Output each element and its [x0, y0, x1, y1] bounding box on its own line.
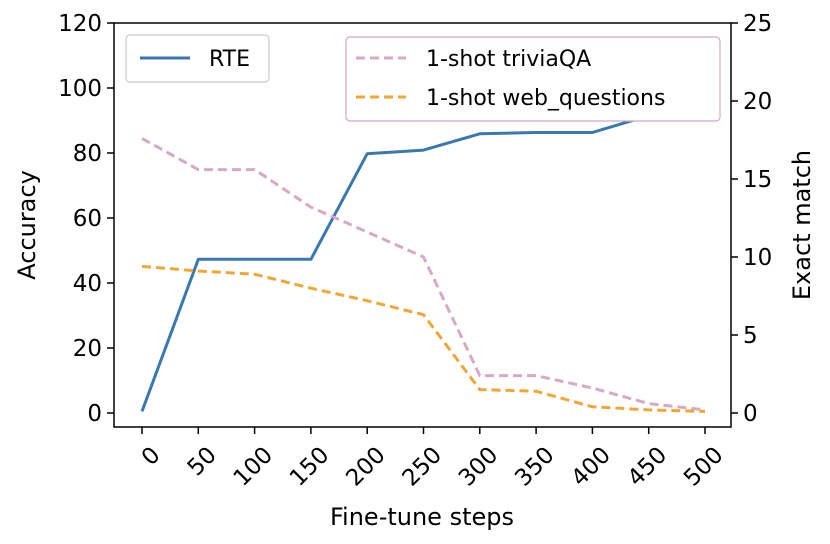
x-tick-label: 500	[679, 442, 728, 491]
legend-left: RTE	[125, 34, 270, 83]
x-tick-label: 0	[137, 442, 166, 471]
legend-label-triviaqa: 1-shot triviaQA	[426, 47, 591, 72]
y-axis-left-label: Accuracy	[13, 170, 41, 280]
x-tick-label: 300	[454, 442, 503, 491]
y-left-tick-label: 0	[87, 401, 102, 427]
plot-frame	[113, 22, 732, 428]
legend-right: 1-shot triviaQA 1-shot web_questions	[345, 36, 721, 122]
y-left-tick-label: 60	[73, 206, 102, 232]
x-tick-label: 100	[229, 442, 278, 491]
x-tick-label: 150	[285, 442, 334, 491]
legend-label-rte: RTE	[209, 47, 250, 72]
x-axis-label: Fine-tune steps	[330, 503, 514, 531]
y-right-tick-label: 10	[743, 245, 772, 271]
series-line-rte	[140, 114, 706, 412]
y-right-tick-label: 0	[743, 401, 758, 427]
y-right-tick-label: 25	[743, 11, 772, 37]
y-left-tick-label: 40	[73, 271, 102, 297]
y-left-tick-label: 120	[58, 11, 102, 37]
x-tick-label: 250	[398, 442, 447, 491]
y-left-tick-label: 80	[73, 141, 102, 167]
x-tick-label: 200	[341, 442, 390, 491]
series-line-1-shot-web-questions	[141, 264, 706, 413]
y-right-tick-label: 20	[743, 89, 772, 115]
y-left-tick-label: 100	[58, 76, 102, 102]
series-layer	[140, 114, 706, 413]
legend-label-webquestions: 1-shot web_questions	[426, 86, 665, 111]
x-tick-label: 400	[567, 442, 616, 491]
x-tick-label: 350	[510, 442, 559, 491]
y-left-tick-label: 20	[73, 336, 102, 362]
x-tick-label: 450	[623, 442, 672, 491]
series-line-1-shot-triviaqa	[141, 137, 706, 412]
y-right-tick-label: 5	[743, 323, 758, 349]
y-right-tick-label: 15	[743, 167, 772, 193]
y-axis-right-label: Exact match	[788, 150, 816, 300]
x-tick-label: 50	[183, 442, 222, 481]
legend-right-box	[345, 36, 721, 122]
legend-left-box	[125, 34, 270, 83]
